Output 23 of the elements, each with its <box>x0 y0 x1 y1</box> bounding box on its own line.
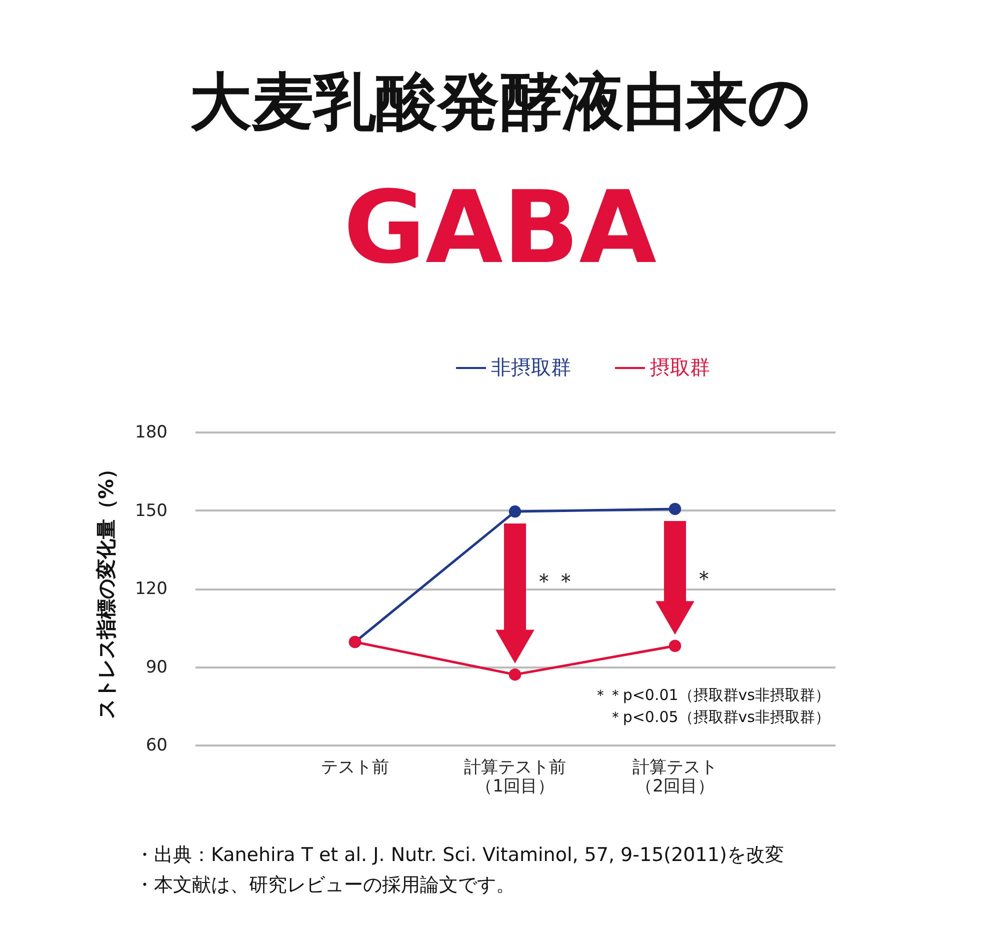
legend-label: 非摂取群 <box>491 355 571 379</box>
chart-subtitle: GABA <box>343 169 657 286</box>
x-tick-label: テスト前 <box>321 758 389 778</box>
point <box>668 640 682 652</box>
y-tick-label: 60 <box>146 736 168 756</box>
text: ・本文献は、研究レビューの採用論文です。 <box>135 874 515 896</box>
annotation: ＊p<0.05（摂取群vs非摂取群） <box>608 708 830 726</box>
annotation: ＊ <box>693 566 715 592</box>
x-tick-label: 計算テスト（2回目） <box>632 758 718 796</box>
y-tick-label: 120 <box>135 579 168 599</box>
annotation: ＊＊p<0.01（摂取群vs非摂取群） <box>592 686 830 704</box>
legend-label: 摂取群 <box>650 355 710 379</box>
point <box>508 668 522 681</box>
point <box>508 505 522 518</box>
y-tick-label: 180 <box>135 422 168 442</box>
chart-title: 大麦乳酸発酵液由来の <box>190 65 810 138</box>
annotation: ＊＊ <box>533 570 577 595</box>
y-tick-label: 90 <box>146 657 168 678</box>
y-tick-label: 150 <box>135 500 168 521</box>
point <box>668 502 682 516</box>
y-axis-title: ストレス指標の変化量（%） <box>94 458 118 720</box>
text: ・出典：Kanehira T et al. J. Nutr. Sci. Vitaminol, 57, 9-15(2011)を改変 <box>135 844 784 866</box>
x-tick-label: 計算テスト前（1回目） <box>464 758 566 796</box>
